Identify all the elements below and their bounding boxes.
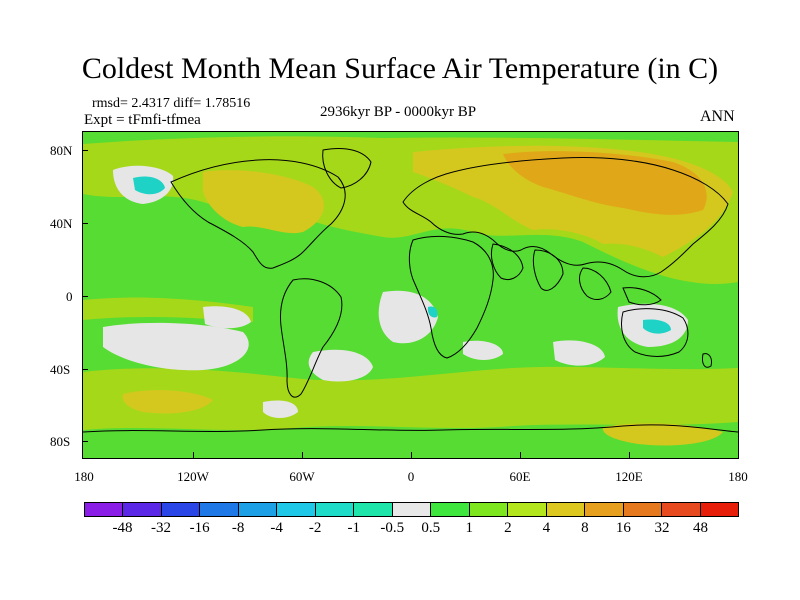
lon-tick [629,452,630,458]
colorbar [84,502,739,517]
colorbar-segment [469,503,509,516]
colorbar-segment [200,503,239,516]
lon-label-60w: 60W [289,469,315,484]
lat-label-80s: 80S [50,434,71,449]
lon-tick [302,452,303,458]
neutral-south-pacific [103,322,249,371]
coast-greenland [322,148,372,189]
chart-title: Coldest Month Mean Surface Air Temperatu… [81,52,719,85]
colorbar-segment [277,503,316,516]
lon-label-180-east: 180 [728,469,748,484]
neutral-indian-ocean [553,340,605,366]
colorbar-segment [431,503,470,516]
temperature-map [82,131,739,459]
colorbar-label: -48 [112,520,133,536]
period-label: 2936kyr BP - 0000kyr BP [320,104,477,120]
lat-tick [82,150,88,151]
coast-south-america [280,278,343,398]
warm-patch-south-pacific [122,390,213,414]
neutral-south-west-atlantic [308,349,373,382]
colorbar-label: 0.5 [421,520,441,536]
colorbar-label: 32 [654,520,670,536]
colorbar-label: -8 [231,520,245,536]
colorbar-label: 2 [504,520,512,536]
colorbar-segment [662,503,701,516]
cool-atlantic [427,306,438,318]
neutral-antarctic-coast [263,400,298,418]
lon-label-60e: 60E [509,469,531,484]
colorbar-segment [546,503,586,516]
colorbar-label: -0.5 [380,520,405,536]
neutral-atlantic-north [203,306,251,329]
warm-land-america [203,170,324,234]
lat-tick [82,369,88,370]
colorbar-segment [161,503,201,516]
coastlines [83,148,738,433]
lon-tick [520,452,521,458]
coast-new-zealand [702,353,712,368]
lon-label-120e: 120E [615,469,643,484]
cool-australia [643,319,671,334]
colorbar-segment [238,503,278,516]
stats-expt: Expt = tFmfi-tfmea [84,112,201,128]
season-label: ANN [700,108,735,125]
colorbar-label: -2 [308,520,322,536]
colorbar-label: -1 [347,520,360,536]
colorbar-segment [392,503,432,516]
stats-block: rmsd= 2.4317 diff= 1.78516 Expt = tFmfi-… [84,95,251,129]
coast-antarctica [83,424,738,433]
colorbar-label: 1 [465,520,474,536]
colorbar-label: 16 [615,520,631,536]
lat-tick [82,223,88,224]
coast-southeast-asia [579,267,662,306]
warm-band-south [83,366,738,430]
warm-patch-antarctic [602,423,723,446]
cool-alaska [133,176,165,195]
colorbar-segment [85,503,124,516]
colorbar-label: -32 [151,520,172,536]
colorbar-segment [585,503,624,516]
colorbar-segment [623,503,663,516]
colorbar-label: 48 [692,520,708,536]
lat-tick [82,296,88,297]
colorbar-segment [354,503,393,516]
colorbar-label: -4 [270,520,283,536]
lon-tick [411,452,412,458]
coast-arabia-india [490,243,564,291]
colorbar-segment [315,503,355,516]
lon-label-120w: 120W [177,469,209,484]
colorbar-label: 8 [581,520,589,536]
coast-europe-asia [402,157,729,278]
colorbar-segment [700,503,738,516]
lon-label-0: 0 [407,469,415,484]
warm-core-siberia [503,151,707,215]
stats-rmsd-diff: rmsd= 2.4317 diff= 1.78516 [92,96,251,111]
lat-tick [82,441,88,442]
lon-tick [193,452,194,458]
coast-australia [621,308,689,357]
neutral-south-africa [463,340,503,360]
coast-africa [408,235,494,359]
lat-label-0: 0 [66,289,73,304]
colorbar-label: 4 [542,520,551,536]
lat-label-40n: 40N [50,216,73,231]
colorbar-segment [123,503,162,516]
lat-label-40s: 40S [50,362,71,377]
lon-label-180-west: 180 [74,469,94,484]
colorbar-segment [508,503,547,516]
lat-label-80n: 80N [50,143,73,158]
coast-north-america [170,159,346,269]
colorbar-label: -16 [189,520,210,536]
